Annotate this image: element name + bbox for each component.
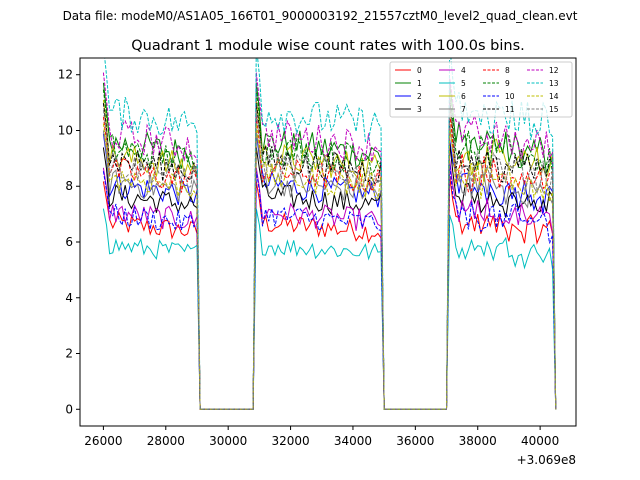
legend-label-13: 13 bbox=[549, 79, 559, 88]
x-tick-label: 40000 bbox=[521, 434, 559, 448]
x-tick-label: 30000 bbox=[209, 434, 247, 448]
legend-label-3: 3 bbox=[417, 105, 422, 114]
series-line-5 bbox=[102, 208, 557, 410]
y-tick-label: 8 bbox=[65, 179, 73, 193]
x-tick-label: 36000 bbox=[396, 434, 434, 448]
legend-label-9: 9 bbox=[505, 79, 510, 88]
y-tick-label: 4 bbox=[65, 291, 73, 305]
legend-label-10: 10 bbox=[505, 92, 515, 101]
legend-box bbox=[389, 61, 573, 118]
suptitle: Data file: modeM0/AS1A05_166T01_90000031… bbox=[63, 9, 578, 23]
legend-label-12: 12 bbox=[549, 66, 559, 75]
legend-label-0: 0 bbox=[417, 66, 422, 75]
x-tick-label: 34000 bbox=[334, 434, 372, 448]
legend-label-5: 5 bbox=[461, 79, 466, 88]
series-line-15 bbox=[102, 109, 557, 410]
y-tick-label: 0 bbox=[65, 402, 73, 416]
y-tick-label: 2 bbox=[65, 347, 73, 361]
series-line-9 bbox=[102, 89, 557, 410]
legend-label-8: 8 bbox=[505, 66, 510, 75]
series-line-8 bbox=[102, 111, 557, 410]
legend-label-14: 14 bbox=[549, 92, 559, 101]
x-tick-label: 26000 bbox=[84, 434, 122, 448]
series-line-0 bbox=[102, 176, 557, 410]
x-offset-label: +3.069e8 bbox=[517, 453, 576, 467]
legend-label-2: 2 bbox=[417, 92, 422, 101]
legend-label-1: 1 bbox=[417, 79, 422, 88]
legend-label-6: 6 bbox=[461, 92, 466, 101]
series-group bbox=[102, 58, 557, 410]
chart-title: Quadrant 1 module wise count rates with … bbox=[131, 38, 525, 54]
series-line-14 bbox=[102, 123, 557, 410]
legend-label-11: 11 bbox=[505, 105, 515, 114]
y-tick-label: 12 bbox=[58, 68, 73, 82]
series-line-7 bbox=[102, 124, 557, 410]
series-line-3 bbox=[102, 142, 557, 410]
plot-area: 26000 28000 30000 32000 34000 36000 38000 40000… bbox=[58, 57, 577, 467]
legend-label-15: 15 bbox=[549, 105, 559, 114]
series-line-10 bbox=[102, 164, 557, 410]
x-tick-label: 38000 bbox=[459, 434, 497, 448]
x-tick-label: 28000 bbox=[147, 434, 185, 448]
legend-label-7: 7 bbox=[461, 105, 466, 114]
legend-label-4: 4 bbox=[461, 66, 466, 75]
y-tick-label: 6 bbox=[65, 235, 73, 249]
x-tick-label: 32000 bbox=[271, 434, 309, 448]
y-tick-label: 10 bbox=[58, 123, 73, 137]
